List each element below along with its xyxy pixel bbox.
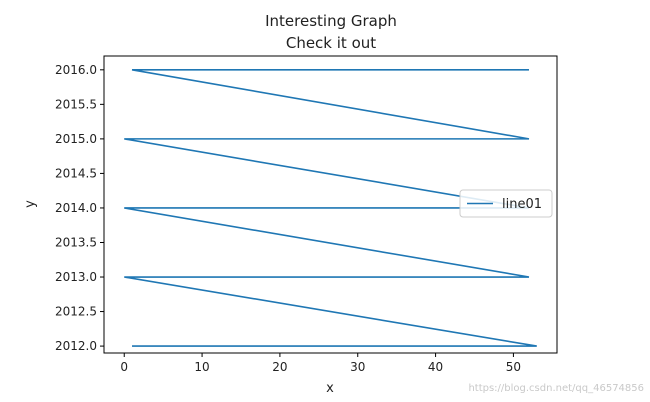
y-tick-label: 2013.0 xyxy=(55,270,97,284)
y-axis: 2012.0 2012.5 2013.0 2013.5 2014.0 2014.5 2015… xyxy=(55,63,104,353)
plot-area xyxy=(124,69,537,347)
chart-title-line-2: Check it out xyxy=(286,34,376,52)
y-tick-label: 2012.0 xyxy=(55,339,97,353)
x-axis: 0 10 20 30 40 50 xyxy=(120,353,521,374)
x-tick-label: 20 xyxy=(272,360,287,374)
legend: line01 xyxy=(459,189,553,218)
x-tick-label: 10 xyxy=(194,360,209,374)
y-tick-label: 2012.5 xyxy=(55,305,97,319)
axes-frame xyxy=(103,55,558,354)
y-tick-label: 2013.5 xyxy=(55,235,97,249)
x-axis-label: x xyxy=(326,381,334,396)
watermark-text: https://blog.csdn.net/qq_46574856 xyxy=(468,383,644,394)
chart-title-line-1: Interesting Graph xyxy=(265,12,397,30)
legend-entry-line01: line01 xyxy=(502,197,542,212)
legend-box xyxy=(459,189,553,218)
x-tick-label: 0 xyxy=(120,360,128,374)
series-line-line01 xyxy=(124,69,537,347)
y-tick-label: 2014.0 xyxy=(55,201,97,215)
y-tick-label: 2015.5 xyxy=(55,97,97,111)
y-tick-label: 2014.5 xyxy=(55,166,97,180)
x-tick-label: 40 xyxy=(428,360,443,374)
y-axis-label: y xyxy=(23,200,38,208)
y-tick-label: 2015.0 xyxy=(55,132,97,146)
x-tick-label: 30 xyxy=(350,360,365,374)
y-tick-label: 2016.0 xyxy=(55,63,97,77)
x-tick-label: 50 xyxy=(506,360,521,374)
